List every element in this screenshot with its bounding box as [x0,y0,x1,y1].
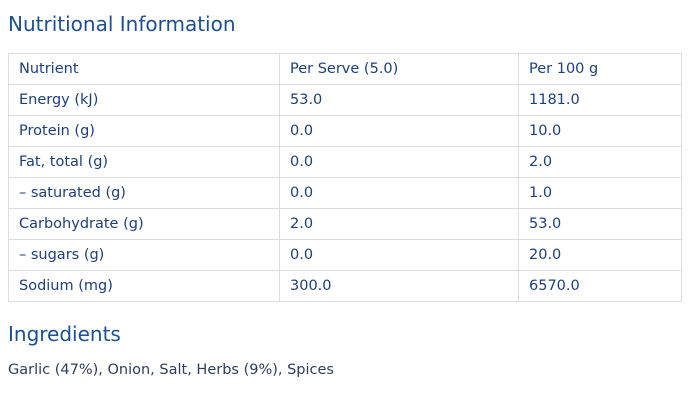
table-cell: 0.0 [279,239,519,271]
table-cell: 2.0 [279,208,519,240]
table-cell: 0.0 [279,177,519,209]
table-cell: 53.0 [518,208,682,240]
table-row: – saturated (g) 0.0 1.0 [8,177,682,209]
table-cell: 53.0 [279,84,519,116]
table-row: Sodium (mg) 300.0 6570.0 [8,270,682,302]
table-row: Fat, total (g) 0.0 2.0 [8,146,682,178]
table-cell: Fat, total (g) [8,146,280,178]
table-cell: – saturated (g) [8,177,280,209]
header-row: Nutrient Per Serve (5.0) Per 100 g [8,53,682,85]
table-row: Protein (g) 0.0 10.0 [8,115,682,147]
table-cell: 300.0 [279,270,519,302]
table-cell: 0.0 [279,115,519,147]
table-row: Carbohydrate (g) 2.0 53.0 [8,208,682,240]
table-cell: Carbohydrate (g) [8,208,280,240]
table-row: Energy (kJ) 53.0 1181.0 [8,84,682,116]
table-cell: 6570.0 [518,270,682,302]
table-cell: 1.0 [518,177,682,209]
table-cell: Protein (g) [8,115,280,147]
table-cell: – sugars (g) [8,239,280,271]
table-cell: Sodium (mg) [8,270,280,302]
table-cell: 2.0 [518,146,682,178]
table-cell: Energy (kJ) [8,84,280,116]
table-cell: 10.0 [518,115,682,147]
title: Nutritional Information [8,12,236,36]
ingredients-title: Ingredients [8,322,121,346]
table-cell: Nutrient [8,53,280,85]
table-cell: Per Serve (5.0) [279,53,519,85]
table-cell: 1181.0 [518,84,682,116]
nutrition-table: Nutrient Per Serve (5.0) Per 100 g Energy (… [8,53,682,302]
ingredients-text: Garlic (47%), Onion, Salt, Herbs (9%), S… [8,362,334,378]
table-cell: Per 100 g [518,53,682,85]
table-row: – sugars (g) 0.0 20.0 [8,239,682,271]
table-cell: 20.0 [518,239,682,271]
table-cell: 0.0 [279,146,519,178]
